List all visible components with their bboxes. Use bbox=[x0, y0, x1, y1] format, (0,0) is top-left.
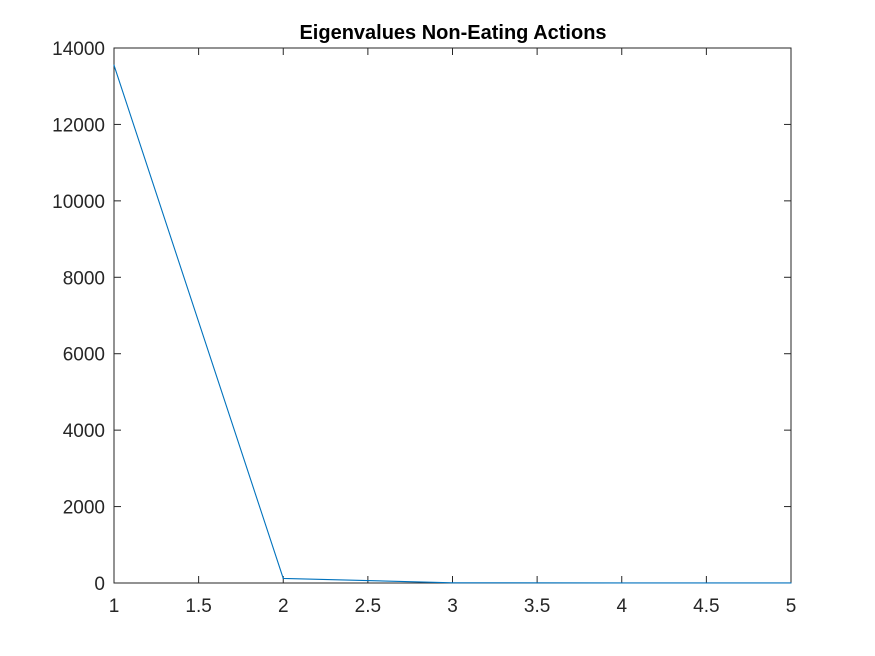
data-point bbox=[451, 582, 454, 584]
x-tick-label: 5 bbox=[786, 596, 797, 617]
x-tick-label: 2 bbox=[278, 596, 289, 617]
x-tick-label: 2.5 bbox=[355, 596, 381, 617]
y-tick-label: 8000 bbox=[63, 268, 105, 289]
data-point bbox=[113, 64, 115, 66]
y-tick-label: 6000 bbox=[63, 345, 105, 366]
data-point bbox=[790, 582, 792, 584]
x-tick-label: 1.5 bbox=[185, 596, 211, 617]
x-tick-label: 3.5 bbox=[524, 596, 550, 617]
data-point bbox=[282, 577, 284, 580]
x-tick-label: 3 bbox=[447, 596, 458, 617]
y-tick-label: 0 bbox=[94, 574, 105, 595]
x-tick-label: 1 bbox=[109, 596, 120, 617]
data-point bbox=[621, 582, 623, 584]
x-tick-label: 4.5 bbox=[693, 596, 719, 617]
y-tick-label: 2000 bbox=[63, 498, 105, 519]
y-tick-label: 4000 bbox=[63, 421, 105, 442]
chart-title: Eigenvalues Non-Eating Actions bbox=[299, 22, 606, 44]
y-tick-label: 10000 bbox=[52, 192, 105, 213]
y-tick-label: 12000 bbox=[52, 115, 105, 136]
y-tick-label: 14000 bbox=[52, 39, 105, 60]
x-tick-label: 4 bbox=[616, 596, 627, 617]
plot-area: 1 1.5 2 2.5 3 3.5 4 4.5 5 0 2000 4000 6000 8000 10000 1… bbox=[52, 39, 796, 617]
